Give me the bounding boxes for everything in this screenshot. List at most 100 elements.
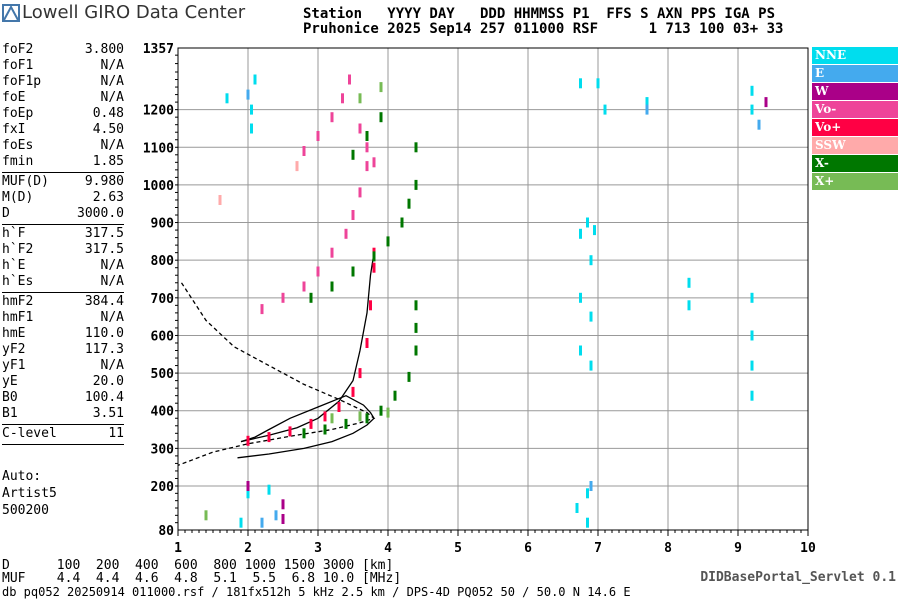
echo-point-voplus [246,435,250,446]
param-row: h`F 317.5 [2,226,124,242]
panel-separator [2,224,124,225]
echo-point-xplus [204,510,208,521]
echo-point-e [589,481,593,491]
echo-point-xminus [379,112,383,123]
param-name: foE [2,90,26,105]
param-value: 1.85 [92,154,124,169]
param-row: foE N/A [2,90,124,106]
param-value: 20.0 [92,374,124,389]
profile-curves [177,252,376,466]
echo-point-xminus [414,142,418,153]
param-name: h`E [2,258,26,273]
echo-point-voplus [309,418,313,429]
echo-point-nne [687,277,691,288]
param-name: foF1 [2,58,34,73]
x-tick-label: 6 [524,541,532,556]
echo-point-nne [750,85,754,96]
echo-point-xminus [407,371,411,382]
echo-point-xplus [358,411,362,422]
echo-point-xminus [309,292,313,303]
param-row: foF2 3.800 [2,42,124,58]
panel-separator [2,172,124,173]
echo-point-nne [750,330,754,341]
muf-distance-row: D 100 200 400 600 800 1000 1500 3000 [km… [2,558,394,573]
echo-point-xminus [393,390,397,401]
echo-point-xminus [372,251,376,262]
profile-dashed [177,282,376,466]
echo-point-e [645,104,649,115]
echo-point-nne [250,123,253,134]
y-tick-label: 1200 [143,104,174,119]
echo-point-nne [239,517,243,528]
param-name: M(D) [2,190,34,205]
param-value: N/A [100,90,124,105]
legend-item-vominus: Vo- [812,101,898,118]
param-name: MUF(D) [2,174,49,189]
param-row: B0 100.4 [2,390,124,406]
param-value: 3.51 [92,406,124,421]
echo-point-nne [586,517,589,528]
echo-point-voplus [372,262,376,273]
echo-point-nne [603,104,607,115]
param-row: D 3000.0 [2,206,124,222]
echo-point-nne [267,484,271,495]
echo-point-xminus [400,217,404,228]
echo-point-nne [586,217,589,228]
plot-frame [177,47,809,531]
y-tick-label: 700 [151,292,175,307]
echo-point-nne [589,255,593,266]
param-name: foEs [2,138,34,153]
chart-grid [178,48,808,530]
legend-item-ssw: SSW [812,137,898,154]
echo-point-nne [225,93,229,104]
echo-point-nne [246,488,250,499]
echo-point-nne [750,390,754,401]
echo-point-voplus [288,426,292,437]
x-tick-label: 10 [800,541,816,556]
echo-point-xminus [379,405,383,416]
param-row: M(D) 2.63 [2,190,124,206]
echo-point-vominus [358,123,362,134]
echo-point-w [764,97,768,108]
chart-ticks: 1 2 3 4 5 6 7 8 9 10 80 200 300 400 500 600 700 800 900 100… [143,42,816,556]
echo-point-ssw [295,161,299,172]
echo-point-xminus [414,345,418,356]
echo-point-vominus [281,292,285,303]
echo-point-xminus [323,424,327,435]
param-value: N/A [100,274,124,289]
param-row: foF1 N/A [2,58,124,74]
param-name: C-level [2,426,57,441]
profile-solid [237,394,375,459]
echo-point-voplus [267,432,271,443]
param-name: fmin [2,154,34,169]
param-row: hmF1 N/A [2,310,124,326]
panel-separator [2,444,124,445]
param-row: h`E N/A [2,258,124,274]
param-name: B0 [2,390,18,405]
echo-point-w [281,514,285,524]
echo-point-nne [250,104,253,115]
echo-point-w [246,481,250,491]
x-tick-label: 2 [244,541,252,556]
param-value: 110.0 [84,326,124,341]
polarization-legend: NNE E W Vo- Vo+ SSW X- X+ [812,47,898,191]
param-value: N/A [100,310,124,325]
echo-point-xminus [302,428,306,439]
param-row: MUF(D) 9.980 [2,174,124,190]
echo-point-nne [750,104,754,115]
logo-text: Lowell GIRO Data Center [22,2,246,23]
param-row: h`Es N/A [2,274,124,290]
logo-icon [2,4,20,22]
param-value: N/A [100,138,124,153]
echo-point-voplus [369,300,372,311]
y-tick-label: 800 [151,254,175,269]
echo-point-nne [579,292,582,303]
echo-point-xplus [330,413,334,424]
y-tick-label: 500 [151,367,175,382]
param-value: 317.5 [84,226,124,241]
y-tick-label: 1000 [143,179,174,194]
echo-point-nne [579,78,582,89]
echo-point-vominus [372,157,376,168]
x-tick-label: 7 [594,541,602,556]
y-tick-label: 1357 [143,42,174,57]
